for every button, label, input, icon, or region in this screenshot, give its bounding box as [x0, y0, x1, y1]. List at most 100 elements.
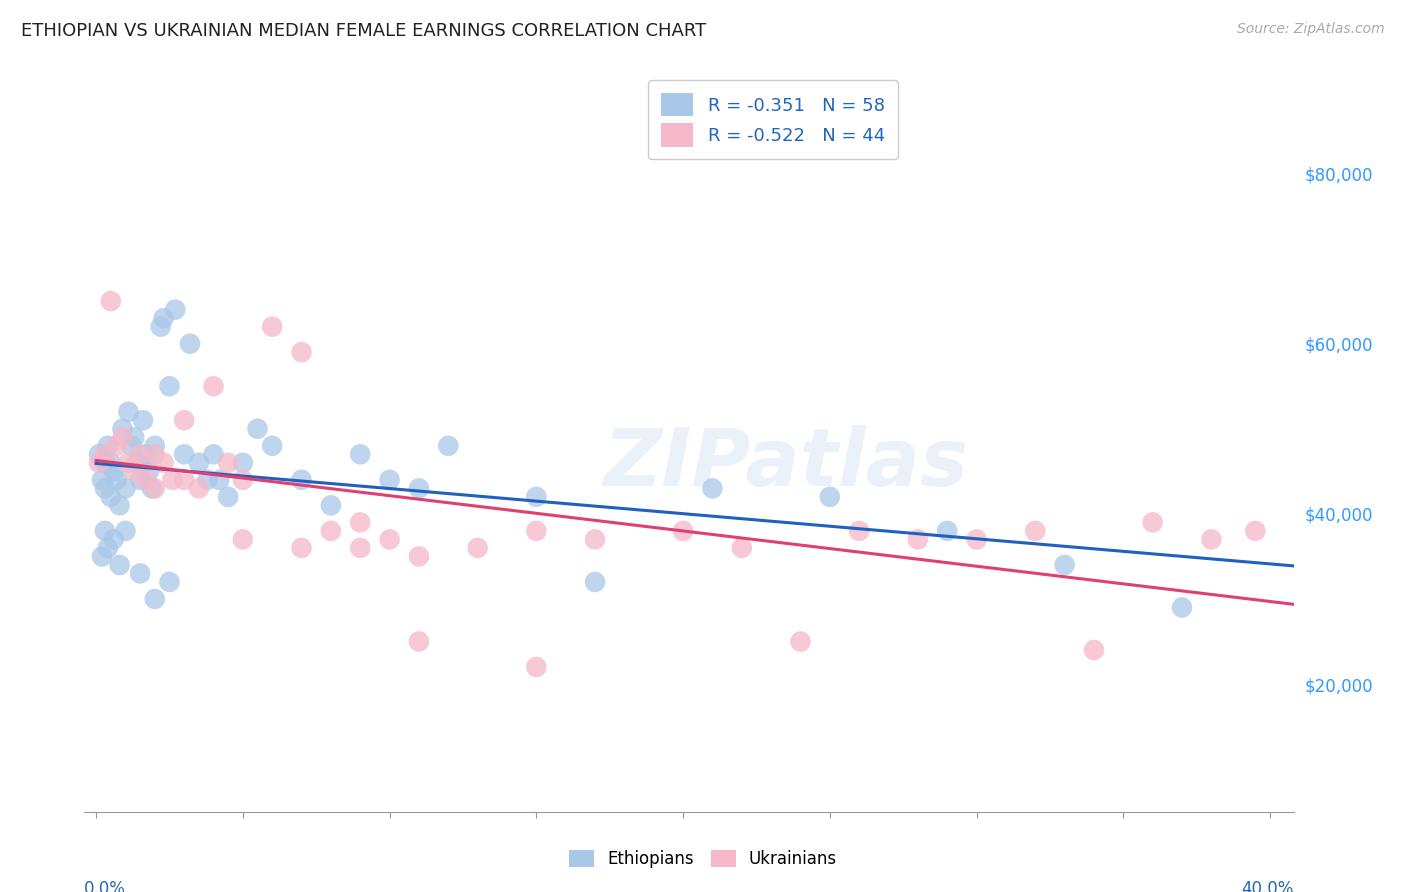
Point: [100, 490, 122, 504]
Point: [936, 524, 959, 538]
Point: [173, 473, 195, 487]
Point: [408, 481, 430, 495]
Point: [208, 473, 231, 487]
Point: [524, 660, 547, 674]
Point: [907, 533, 929, 547]
Point: [187, 481, 209, 495]
Point: [97, 541, 120, 555]
Point: [349, 516, 371, 530]
Point: [789, 634, 811, 648]
Point: [378, 533, 401, 547]
Point: [202, 447, 225, 461]
Point: [94, 481, 117, 495]
Legend: Ethiopians, Ukrainians: Ethiopians, Ukrainians: [562, 843, 844, 875]
Point: [290, 473, 312, 487]
Point: [100, 294, 122, 309]
Point: [1142, 516, 1164, 530]
Point: [1244, 524, 1267, 538]
Point: [152, 456, 174, 470]
Point: [290, 345, 312, 359]
Point: [408, 549, 430, 564]
Point: [159, 574, 181, 589]
Point: [262, 319, 284, 334]
Point: [91, 473, 114, 487]
Point: [100, 456, 122, 470]
Point: [319, 499, 342, 513]
Point: [672, 524, 695, 538]
Point: [583, 533, 606, 547]
Point: [467, 541, 489, 555]
Point: [1201, 533, 1223, 547]
Point: [583, 574, 606, 589]
Point: [87, 447, 110, 461]
Point: [179, 336, 201, 351]
Point: [702, 481, 724, 495]
Point: [232, 456, 254, 470]
Point: [117, 405, 139, 419]
Point: [114, 481, 136, 495]
Point: [165, 302, 187, 317]
Point: [97, 439, 120, 453]
Point: [162, 473, 184, 487]
Text: ETHIOPIAN VS UKRAINIAN MEDIAN FEMALE EARNINGS CORRELATION CHART: ETHIOPIAN VS UKRAINIAN MEDIAN FEMALE EAR…: [21, 22, 706, 40]
Point: [524, 524, 547, 538]
Point: [217, 456, 239, 470]
Text: 40.0%: 40.0%: [1241, 880, 1294, 892]
Point: [232, 473, 254, 487]
Point: [135, 473, 157, 487]
Point: [105, 473, 128, 487]
Text: ZIPatlas: ZIPatlas: [603, 425, 969, 503]
Point: [143, 591, 166, 606]
Point: [127, 456, 149, 470]
Point: [262, 439, 284, 453]
Point: [138, 464, 160, 478]
Point: [1083, 643, 1105, 657]
Point: [408, 634, 430, 648]
Point: [129, 447, 152, 461]
Legend: R = -0.351   N = 58, R = -0.522   N = 44: R = -0.351 N = 58, R = -0.522 N = 44: [648, 80, 897, 160]
Point: [731, 541, 754, 555]
Point: [349, 447, 371, 461]
Point: [1024, 524, 1046, 538]
Point: [159, 379, 181, 393]
Point: [129, 473, 152, 487]
Point: [120, 439, 142, 453]
Point: [187, 456, 209, 470]
Point: [173, 447, 195, 461]
Point: [349, 541, 371, 555]
Point: [246, 422, 269, 436]
Point: [91, 549, 114, 564]
Point: [197, 473, 219, 487]
Point: [108, 558, 131, 572]
Point: [94, 524, 117, 538]
Point: [143, 481, 166, 495]
Point: [141, 481, 163, 495]
Text: 0.0%: 0.0%: [84, 880, 127, 892]
Point: [111, 430, 134, 444]
Point: [143, 447, 166, 461]
Point: [108, 499, 131, 513]
Point: [117, 456, 139, 470]
Point: [437, 439, 460, 453]
Point: [111, 422, 134, 436]
Point: [114, 524, 136, 538]
Point: [143, 439, 166, 453]
Point: [1171, 600, 1194, 615]
Point: [132, 413, 155, 427]
Point: [94, 447, 117, 461]
Point: [290, 541, 312, 555]
Point: [94, 456, 117, 470]
Point: [848, 524, 870, 538]
Point: [524, 490, 547, 504]
Point: [173, 413, 195, 427]
Point: [1053, 558, 1076, 572]
Point: [966, 533, 988, 547]
Point: [103, 533, 125, 547]
Point: [217, 490, 239, 504]
Point: [105, 439, 128, 453]
Point: [149, 319, 172, 334]
Point: [135, 447, 157, 461]
Point: [152, 311, 174, 326]
Point: [103, 464, 125, 478]
Point: [319, 524, 342, 538]
